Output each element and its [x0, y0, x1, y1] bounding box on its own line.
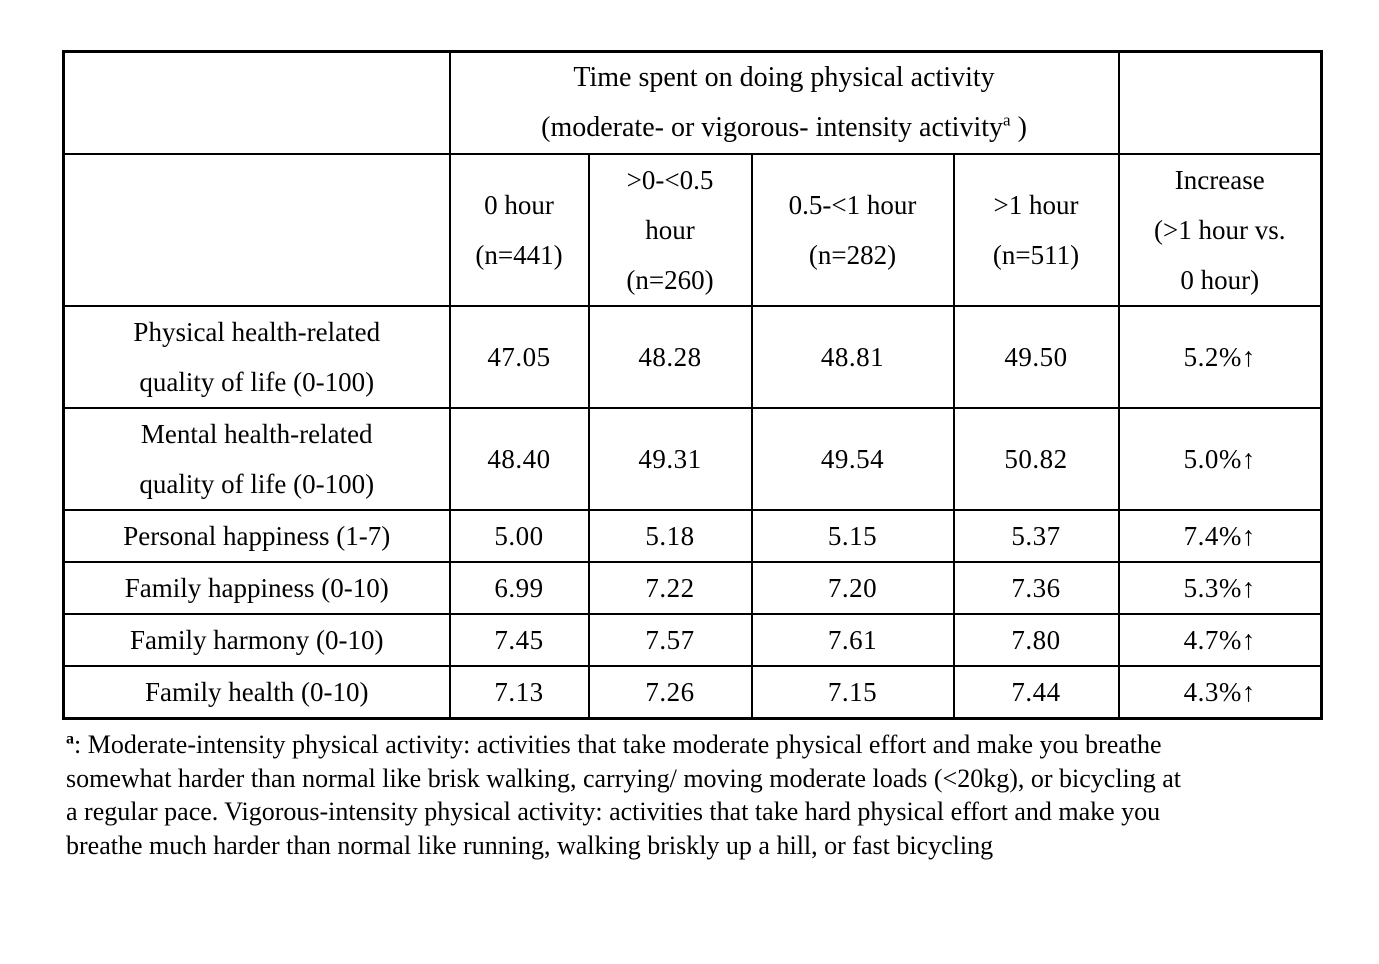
value-cell: 5.37 [952, 509, 1120, 563]
table-row-family-health: Family health (0-10) 7.13 7.26 7.15 7.44… [62, 665, 1323, 720]
value-cell: 7.13 [448, 665, 590, 720]
value-cell: 5.18 [587, 509, 753, 563]
col-header-increase: Increase (>1 hour vs. 0 hour) [1117, 153, 1323, 307]
value-cell: 7.22 [587, 561, 753, 615]
value-cell: 48.81 [750, 305, 955, 409]
row-label: Family happiness (0-10) [62, 561, 451, 615]
footnote-superscript-a: a [66, 730, 74, 748]
value-cell: 48.28 [587, 305, 753, 409]
footnote-line-2: somewhat harder than normal like brisk w… [66, 763, 1182, 793]
table-row-physical-qol: Physical health-related quality of life … [62, 305, 1323, 409]
row-label: Personal happiness (1-7) [62, 509, 451, 563]
group-header-line1: Time spent on doing physical activity [573, 62, 995, 93]
value-cell: 7.36 [952, 561, 1120, 615]
value-cell: 49.50 [952, 305, 1120, 409]
row-label: Mental health-related quality of life (0… [62, 407, 451, 511]
footnote-marker-a: a [1003, 110, 1011, 130]
value-cell: 48.40 [448, 407, 590, 511]
value-cell: 6.99 [448, 561, 590, 615]
value-cell: 7.80 [952, 613, 1120, 667]
value-cell: 7.61 [750, 613, 955, 667]
row-label: Physical health-related quality of life … [62, 305, 451, 409]
col-header-over-1-hour: >1 hour (n=511) [952, 153, 1120, 307]
empty-header-cell [1117, 50, 1323, 155]
value-cell: 47.05 [448, 305, 590, 409]
group-header-line2: (moderate- or vigorous- intensity activi… [541, 110, 1027, 143]
row-label: Family health (0-10) [62, 665, 451, 720]
footnote-line-3: a regular pace. Vigorous-intensity physi… [66, 797, 1161, 826]
value-cell: 5.15 [750, 509, 955, 563]
value-cell: 7.20 [750, 561, 955, 615]
header-row-columns: 0 hour (n=441) >0-<0.5 hour (n=260) 0.5-… [62, 153, 1323, 307]
value-cell: 7.26 [587, 665, 753, 720]
value-cell: 7.45 [448, 613, 590, 667]
increase-cell: 5.0%↑ [1117, 407, 1323, 511]
value-cell: 7.44 [952, 665, 1120, 720]
table-row-family-harmony: Family harmony (0-10) 7.45 7.57 7.61 7.8… [62, 613, 1323, 667]
increase-cell: 7.4%↑ [1117, 509, 1323, 563]
value-cell: 7.57 [587, 613, 753, 667]
table-row-personal-happiness: Personal happiness (1-7) 5.00 5.18 5.15 … [62, 509, 1323, 563]
col-header-0.5-to-1-hour: 0.5-<1 hour (n=282) [750, 153, 955, 307]
value-cell: 49.54 [750, 407, 955, 511]
header-row-group: Time spent on doing physical activity (m… [62, 50, 1323, 155]
increase-cell: 5.2%↑ [1117, 305, 1323, 409]
increase-cell: 5.3%↑ [1117, 561, 1323, 615]
page: Time spent on doing physical activity (m… [0, 50, 1379, 964]
results-table: Time spent on doing physical activity (m… [62, 50, 1324, 720]
value-cell: 7.15 [750, 665, 955, 720]
group-header-cell: Time spent on doing physical activity (m… [448, 50, 1120, 155]
row-label: Family harmony (0-10) [62, 613, 451, 667]
footnote-line-1: a: Moderate-intensity physical activity:… [66, 730, 1162, 759]
value-cell: 49.31 [587, 407, 753, 511]
col-header-0-hour: 0 hour (n=441) [448, 153, 590, 307]
increase-cell: 4.3%↑ [1117, 665, 1323, 720]
table-row-mental-qol: Mental health-related quality of life (0… [62, 407, 1323, 511]
value-cell: 50.82 [952, 407, 1120, 511]
col-header-0-to-0.5-hour: >0-<0.5 hour (n=260) [587, 153, 753, 307]
table-footnote: a: Moderate-intensity physical activity:… [66, 728, 1356, 862]
table-row-family-happiness: Family happiness (0-10) 6.99 7.22 7.20 7… [62, 561, 1323, 615]
footnote-line-4: breathe much harder than normal like run… [66, 830, 994, 860]
increase-cell: 4.7%↑ [1117, 613, 1323, 667]
value-cell: 5.00 [448, 509, 590, 563]
empty-label-header-cell [62, 153, 451, 307]
empty-corner-cell [62, 50, 451, 155]
